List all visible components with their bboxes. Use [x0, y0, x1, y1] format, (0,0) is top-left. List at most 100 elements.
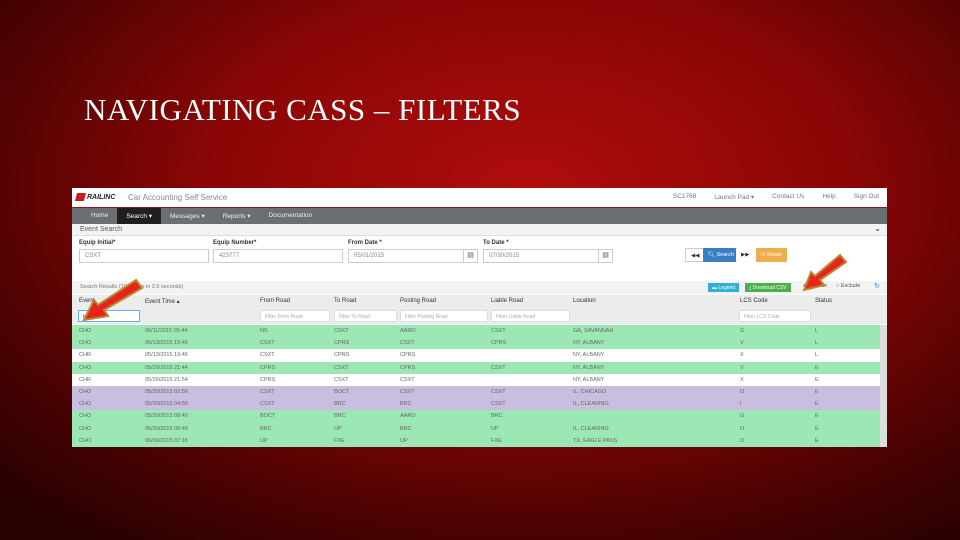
- table-row[interactable]: CHO 05/13/2015 19:46 CSXT CPRS CSXT CPRS NY, A…: [72, 337, 880, 350]
- to-date-input[interactable]: 07/30/2015 ▤: [483, 249, 613, 263]
- top-nav: SC1768 Launch Pad ▾ Contact Us Help Sign…: [673, 193, 879, 201]
- cell-event-time: 05/11/2015 05:44: [145, 328, 188, 334]
- cell-to-road: FXE: [334, 437, 345, 444]
- cell-event: CHO: [79, 340, 92, 347]
- cell-posting-road: CSXT: [400, 376, 415, 383]
- col-location[interactable]: Location: [573, 298, 596, 304]
- posting-road-filter-input[interactable]: Filter Posting Road: [400, 310, 488, 322]
- cell-lcs-code: O: [740, 388, 745, 395]
- cell-from-road: CSXT: [260, 352, 275, 359]
- col-liable-road[interactable]: Liable Road: [491, 298, 524, 304]
- event-search-panel-header[interactable]: Event Search ⌄: [72, 224, 887, 236]
- cell-from-road: UP: [260, 437, 268, 444]
- table-row[interactable]: CHO 05/30/2015 08:40 BOCT BRC AARO BRC G E: [72, 410, 880, 423]
- table-row[interactable]: CHO 05/30/2015 02:56 CSXT BOCT CSXT CSXT IL, C…: [72, 385, 880, 399]
- cell-location: IL, CHICAGO: [573, 388, 607, 395]
- col-posting-road[interactable]: Posting Road: [400, 298, 437, 304]
- cell-event-time: 05/13/2015 19:46: [145, 352, 188, 359]
- table-row[interactable]: CHR 05/26/2015 21:54 CPRS CSXT CSXT NY, ALBAN…: [72, 373, 880, 386]
- launch-pad-menu[interactable]: Launch Pad ▾: [714, 194, 755, 201]
- col-event[interactable]: Event: [79, 298, 95, 304]
- cell-event: CHO: [79, 425, 92, 432]
- legend-label: Legend: [718, 285, 736, 291]
- cell-lcs-code: V: [740, 340, 744, 347]
- col-status[interactable]: Status: [815, 298, 833, 304]
- table-row[interactable]: CHR 05/13/2015 19:46 CSXT CPRS CPRS NY, ALBAN…: [72, 349, 880, 362]
- liable-road-filter-input[interactable]: Filter Liable Road: [491, 310, 570, 322]
- nav-search[interactable]: Search ▾: [117, 208, 162, 224]
- search-label: Search: [716, 252, 734, 258]
- cell-to-road: CSXT: [334, 364, 349, 371]
- table-row[interactable]: CHO 05/30/2015 04:50 CSXT BRC BRC CSXT IL, CLE…: [72, 398, 880, 411]
- table-row[interactable]: CHO 06/06/2015 07:16 UP FXE UP FXE TX, EAGLE P…: [72, 434, 880, 447]
- brand-bar: RAILINC Car Accounting Self Service SC17…: [72, 188, 887, 208]
- nav-messages[interactable]: Messages ▾: [170, 213, 205, 220]
- cell-lcs-code: X: [740, 352, 744, 359]
- cell-status: L: [815, 340, 819, 347]
- nav-home[interactable]: Home: [91, 212, 109, 219]
- cell-to-road: CSXT: [334, 328, 349, 334]
- railinc-logo[interactable]: RAILINC: [74, 193, 115, 201]
- table-row[interactable]: CHO 05/30/2015 08:49 BRC UP BRC UP IL, CLEARIN…: [72, 422, 880, 435]
- cell-event: CHO: [79, 364, 92, 371]
- lcs-code-filter-input[interactable]: Filter LCS Code: [739, 310, 811, 322]
- sign-out-link[interactable]: Sign Out: [853, 193, 879, 200]
- col-event-time[interactable]: Event Time ▴: [145, 299, 180, 305]
- download-csv-button[interactable]: ⤓ Download CSV: [745, 283, 791, 292]
- nav-documentation[interactable]: Documentation: [268, 212, 313, 219]
- col-to-road[interactable]: To Road: [334, 298, 357, 304]
- cell-liable-road: UP: [491, 425, 499, 432]
- equip-number-input[interactable]: 423777: [213, 249, 343, 263]
- calendar-icon[interactable]: ▤: [598, 250, 612, 262]
- search-button[interactable]: 🔍︎ Search: [703, 248, 739, 262]
- to-date-value: 07/30/2015: [489, 253, 520, 259]
- cell-event-time: 05/30/2015 08:49: [145, 425, 188, 432]
- download-label: Download CSV: [752, 285, 787, 291]
- table-scrollbar[interactable]: [880, 325, 887, 447]
- cell-status: E: [815, 364, 819, 371]
- cell-lcs-code: D: [740, 437, 744, 444]
- cell-from-road: CPRS: [260, 364, 276, 371]
- cell-location: NY, ALBANY: [573, 364, 605, 371]
- help-link[interactable]: Help: [822, 193, 836, 200]
- contact-us-link[interactable]: Contact Us: [772, 193, 805, 200]
- col-from-road[interactable]: From Road: [260, 298, 291, 304]
- from-date-input[interactable]: 05/01/2015 ▤: [348, 249, 478, 263]
- next-button[interactable]: ▶▶: [736, 248, 755, 262]
- table-row[interactable]: CHO 05/26/2015 21:44 CPRS CSXT CPRS CSXT NY, A…: [72, 361, 880, 374]
- cell-status: E: [815, 388, 819, 395]
- cell-to-road: BRC: [334, 413, 346, 420]
- legend-button[interactable]: ▬ Legend: [708, 283, 740, 292]
- cell-event: CHO: [79, 328, 92, 334]
- calendar-icon[interactable]: ▤: [463, 250, 477, 262]
- cell-event: CHO: [79, 401, 92, 408]
- cell-location: NY, ALBANY: [573, 376, 605, 383]
- cell-posting-road: BRC: [400, 425, 412, 432]
- cell-liable-road: CSXT: [491, 401, 506, 408]
- cell-liable-road: CSXT: [491, 328, 506, 334]
- annotation-arrow-icon: [82, 278, 144, 322]
- cell-liable-road: FXE: [491, 437, 502, 444]
- cell-event: CHO: [79, 388, 92, 395]
- results-table-body: CHO 05/11/2015 05:44 NS CSXT AARO CSXT GA, SAV…: [72, 325, 880, 447]
- cell-event: CHR: [79, 352, 91, 359]
- cell-lcs-code: O: [740, 425, 745, 432]
- nav-reports[interactable]: Reports ▾: [222, 213, 251, 220]
- refresh-icon[interactable]: ↻: [874, 283, 880, 290]
- exclude-radio[interactable]: ○ Exclude: [836, 283, 861, 289]
- panel-title: Event Search: [80, 226, 123, 233]
- chevron-down-icon[interactable]: ⌄: [874, 224, 881, 233]
- equip-initial-input[interactable]: CSXT: [79, 249, 209, 263]
- cell-liable-road: BRC: [491, 413, 503, 420]
- to-road-filter-input[interactable]: Filter To Road: [334, 310, 397, 322]
- table-header: Event Event Time ▴ From Road To Road Pos…: [72, 295, 887, 324]
- cell-status: E: [815, 425, 819, 432]
- table-row[interactable]: CHO 05/11/2015 05:44 NS CSXT AARO CSXT GA, SAV…: [72, 325, 880, 338]
- reset-button[interactable]: ⊙ Reset: [756, 248, 787, 262]
- from-road-filter-input[interactable]: Filter From Road: [260, 310, 330, 322]
- col-lcs-code[interactable]: LCS Code: [740, 298, 768, 304]
- cell-posting-road: UP: [400, 437, 408, 444]
- equip-number-label: Equip Number*: [213, 240, 257, 246]
- cell-to-road: BRC: [334, 401, 346, 408]
- to-date-label: To Date *: [483, 240, 509, 246]
